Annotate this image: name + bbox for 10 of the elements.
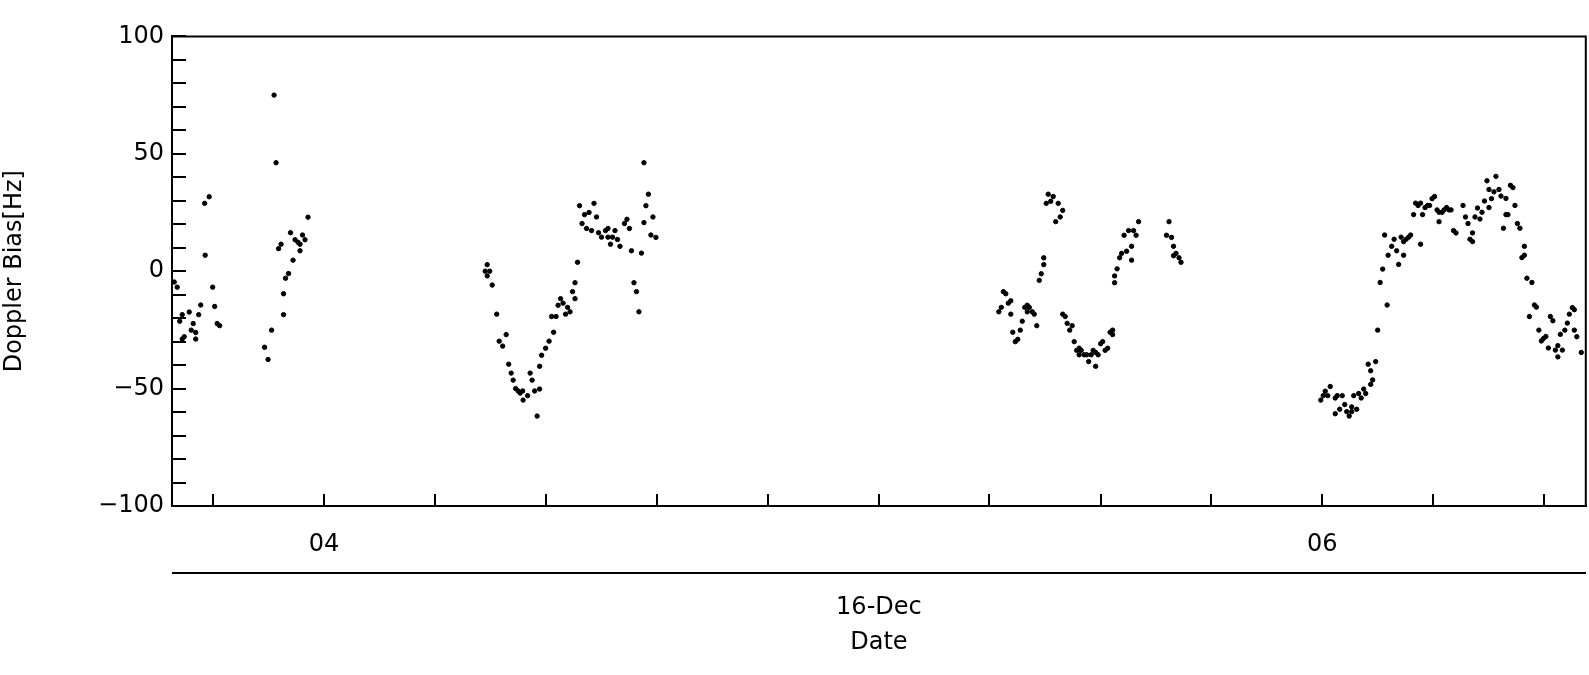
y-tick-label: 100	[118, 20, 164, 49]
y-tick-label: −50	[113, 372, 164, 401]
y-tick-label: 50	[133, 138, 164, 167]
x-axis-title: Date	[850, 627, 908, 656]
x-tick-label: 06	[1306, 528, 1338, 557]
y-tick-label: −100	[98, 490, 164, 519]
y-axis-title: Doppler Bias[Hz]	[0, 170, 27, 373]
y-tick-label: 0	[148, 255, 164, 284]
x-tick-label: 04	[308, 528, 340, 557]
text: 16-Dec	[836, 592, 922, 621]
